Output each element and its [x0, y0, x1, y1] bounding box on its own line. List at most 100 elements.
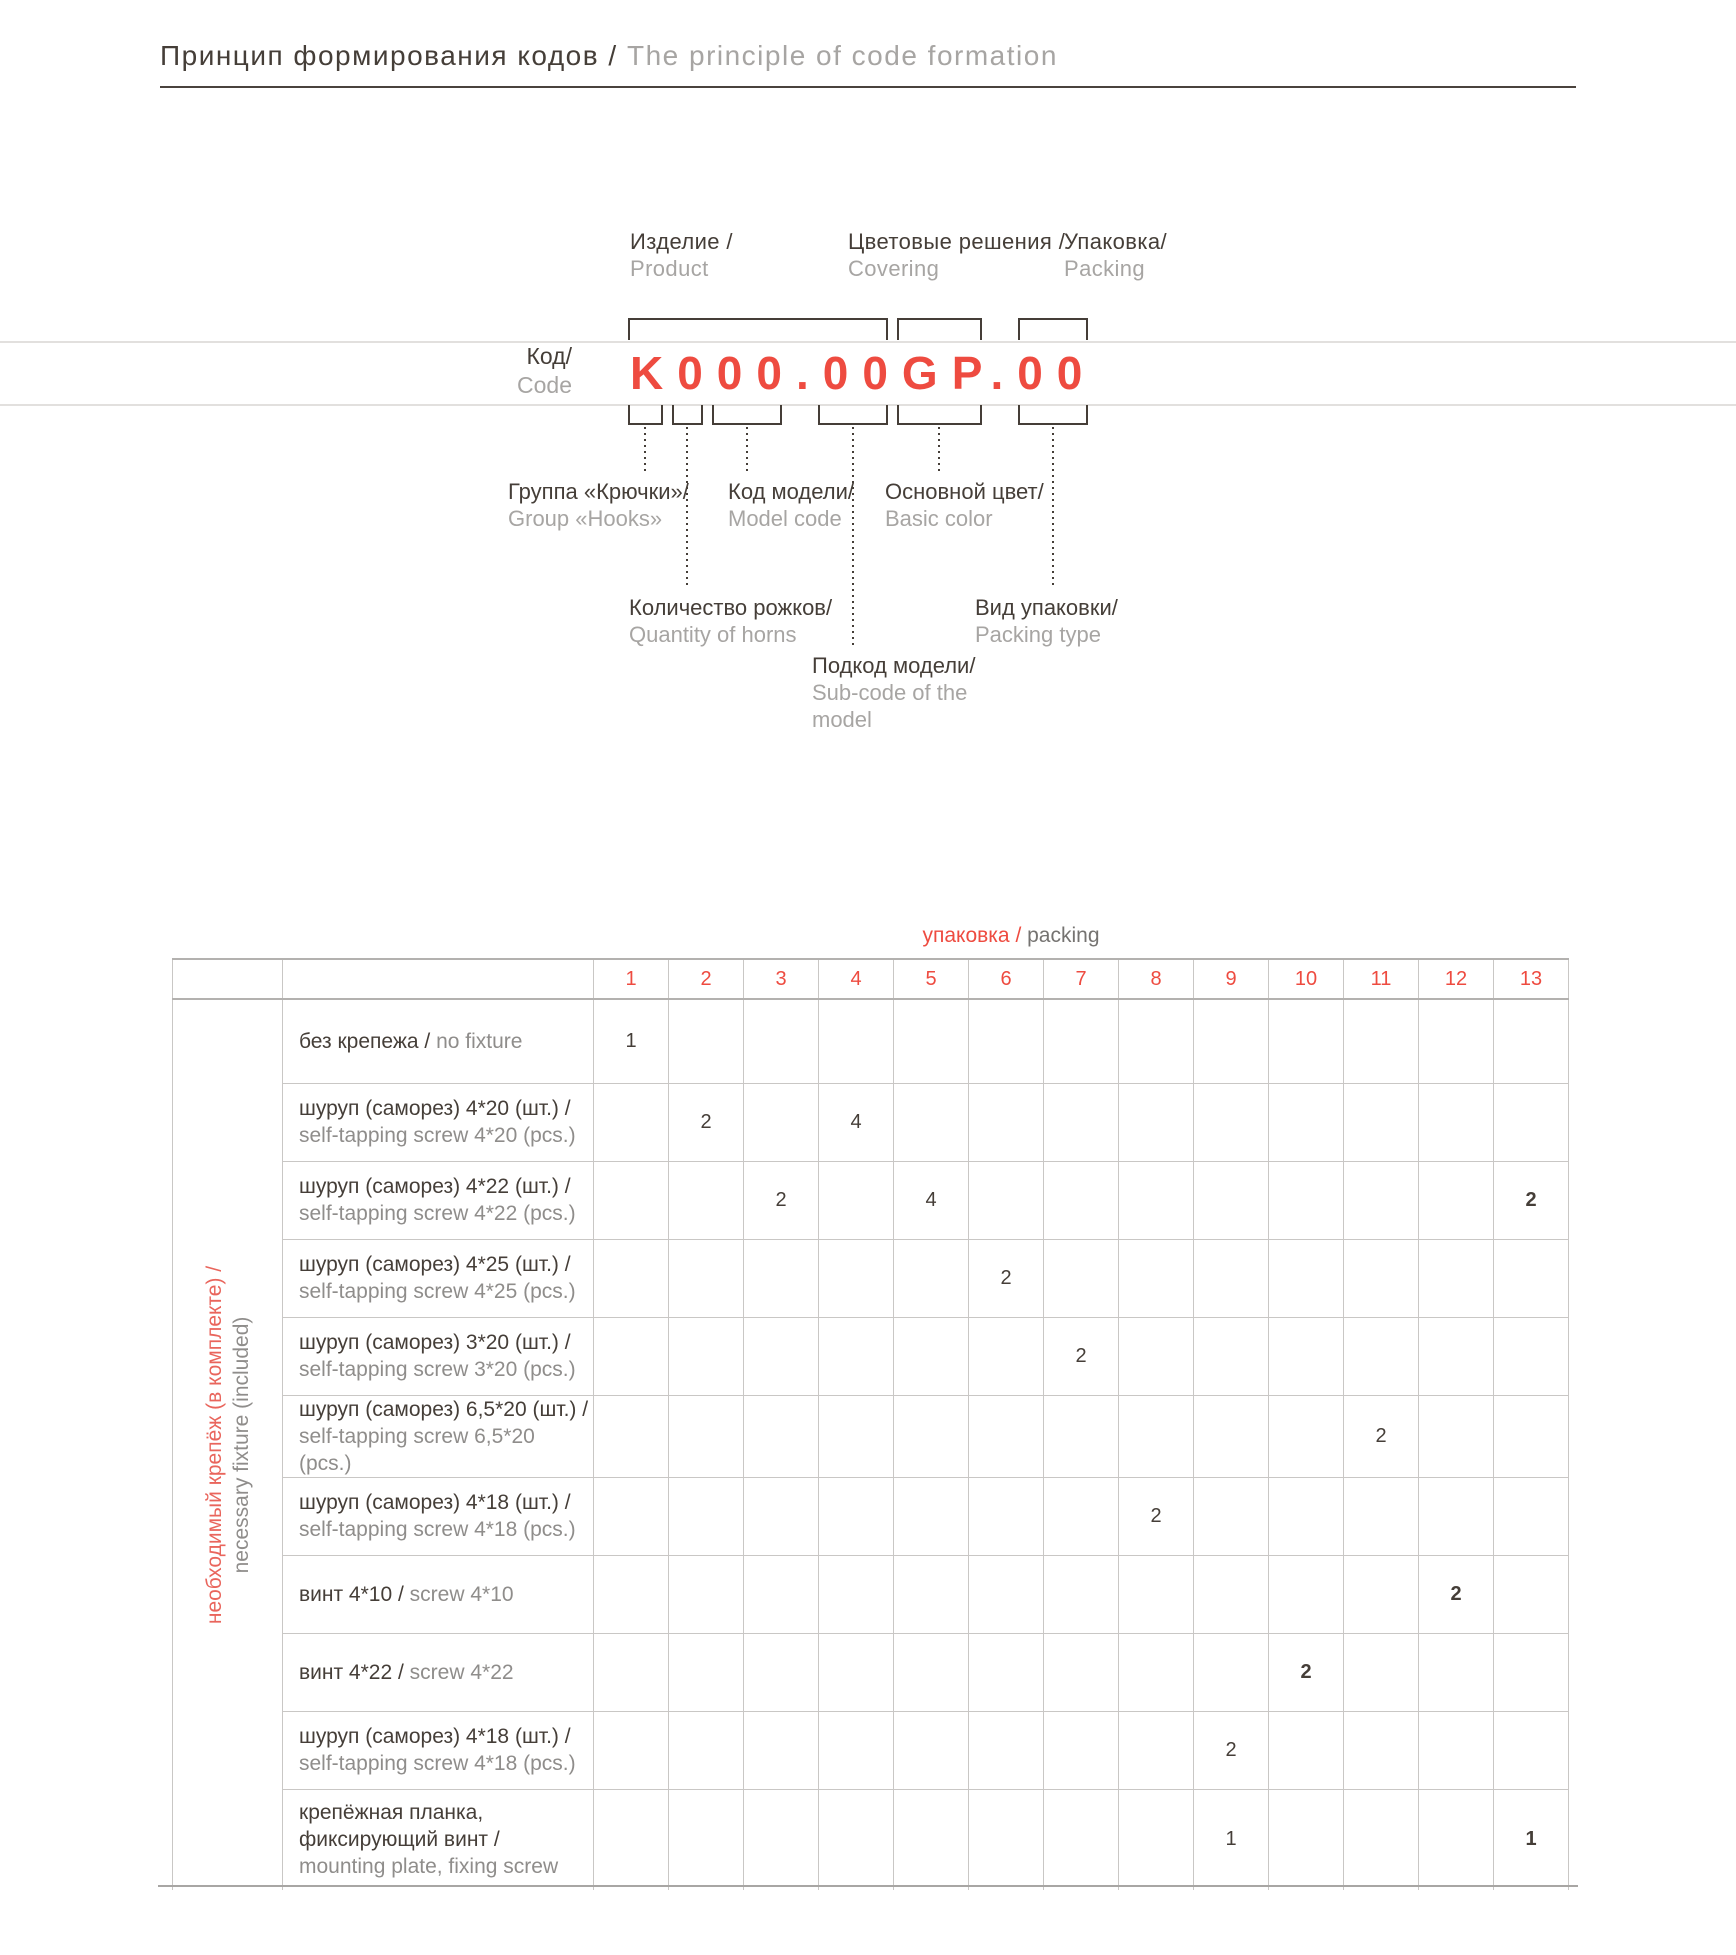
value-cell	[668, 1632, 744, 1711]
value-cell	[1193, 1160, 1269, 1239]
label-product: Изделие / Product	[630, 229, 733, 281]
row-label: крепёжная планка, фиксирующий винт / moun…	[282, 1788, 594, 1890]
table-row: шуруп (саморез) 4*25 (шт.) / self-tapping…	[173, 1238, 1569, 1317]
value-cell	[1493, 1632, 1569, 1711]
header-corner-labels	[282, 959, 594, 1000]
packing-col-header-5: 5	[893, 959, 969, 1000]
value-cell	[593, 1082, 669, 1161]
value-cell	[1343, 999, 1419, 1083]
value-cell	[1043, 1632, 1119, 1711]
value-cell: 4	[818, 1082, 894, 1161]
connector-model-code	[746, 427, 748, 472]
value-cell	[1418, 1160, 1494, 1239]
value-cell	[1493, 999, 1569, 1083]
cell-value: 2	[1525, 1188, 1537, 1211]
value-cell	[1493, 1476, 1569, 1555]
row-label: без крепежа / no fixture	[282, 999, 594, 1083]
value-cell	[818, 1476, 894, 1555]
packing-col-header-9: 9	[1193, 959, 1269, 1000]
label-basic-color: Основной цвет/ Basic color	[885, 479, 1044, 531]
value-cell: 2	[1493, 1160, 1569, 1239]
bracket-basic-color	[897, 405, 982, 425]
value-cell	[1493, 1710, 1569, 1789]
cell-value: 2	[1150, 1504, 1162, 1527]
cell-value: 2	[1000, 1266, 1012, 1289]
table-title: упаковка / packing	[922, 924, 1099, 948]
value-cell: 2	[668, 1082, 744, 1161]
value-cell	[1118, 1710, 1194, 1789]
packing-col-header-11: 11	[1343, 959, 1419, 1000]
label-quantity-horns: Количество рожков/ Quantity of horns	[629, 595, 833, 647]
cell-value: 1	[1225, 1828, 1237, 1851]
bracket-packing-type	[1018, 405, 1088, 425]
table-bottom-rule	[158, 1885, 1578, 1887]
table-row: крепёжная планка, фиксирующий винт / moun…	[173, 1788, 1569, 1890]
cell-value: 2	[1225, 1738, 1237, 1761]
value-cell: 2	[1118, 1476, 1194, 1555]
value-cell	[1493, 1082, 1569, 1161]
value-cell	[1193, 1476, 1269, 1555]
value-cell	[1043, 1160, 1119, 1239]
value-cell: 2	[743, 1160, 819, 1239]
value-cell	[1418, 1788, 1494, 1890]
value-cell	[593, 1316, 669, 1395]
value-cell	[743, 999, 819, 1083]
cell-value: 4	[925, 1188, 937, 1211]
value-cell	[1343, 1632, 1419, 1711]
value-cell	[1118, 1316, 1194, 1395]
value-cell	[743, 1710, 819, 1789]
table-row: винт 4*22 / screw 4*22 2	[173, 1632, 1569, 1711]
bracket-subcode	[818, 405, 888, 425]
cell-value: 2	[1375, 1424, 1387, 1447]
value-cell	[743, 1554, 819, 1633]
value-cell	[1118, 999, 1194, 1083]
bracket-horns	[672, 405, 703, 425]
value-cell	[743, 1476, 819, 1555]
value-cell	[1043, 1554, 1119, 1633]
value-cell	[893, 1632, 969, 1711]
value-cell	[1043, 1476, 1119, 1555]
value-cell	[1343, 1788, 1419, 1890]
value-cell: 1	[593, 999, 669, 1083]
value-cell	[1268, 1788, 1344, 1890]
value-cell	[968, 999, 1044, 1083]
packing-col-header-10: 10	[1268, 959, 1344, 1000]
value-cell	[1268, 1160, 1344, 1239]
value-cell	[743, 1238, 819, 1317]
row-label: шуруп (саморез) 4*22 (шт.) / self-tapping…	[282, 1160, 594, 1239]
cell-value: 1	[625, 1029, 637, 1052]
row-label: шуруп (саморез) 4*18 (шт.) / self-tapping…	[282, 1476, 594, 1555]
row-label: шуруп (саморез) 3*20 (шт.) / self-tapping…	[282, 1316, 594, 1395]
cell-value: 2	[1450, 1582, 1462, 1605]
value-cell	[1268, 1238, 1344, 1317]
rule-code-bottom	[0, 404, 1736, 406]
value-cell	[1193, 1238, 1269, 1317]
bracket-packing	[1018, 318, 1088, 340]
value-cell	[818, 1554, 894, 1633]
connector-basic-color	[938, 427, 940, 472]
table-row: шуруп (саморез) 4*22 (шт.) / self-tapping…	[173, 1160, 1569, 1239]
value-cell	[968, 1476, 1044, 1555]
bracket-group	[628, 405, 663, 425]
value-cell	[1418, 1394, 1494, 1477]
value-cell	[743, 1394, 819, 1477]
packing-col-header-3: 3	[743, 959, 819, 1000]
value-cell	[968, 1316, 1044, 1395]
label-subcode: Подкод модели/ Sub-code of the model	[812, 653, 976, 732]
table-row: шуруп (саморез) 6,5*20 (шт.) / self-tappi…	[173, 1394, 1569, 1477]
value-cell	[893, 1238, 969, 1317]
value-cell	[1493, 1554, 1569, 1633]
rule-code-top	[0, 341, 1736, 343]
value-cell	[593, 1554, 669, 1633]
packing-col-header-8: 8	[1118, 959, 1194, 1000]
value-cell	[668, 1788, 744, 1890]
value-cell	[593, 1710, 669, 1789]
connector-packing-type	[1052, 427, 1054, 588]
packing-col-header-4: 4	[818, 959, 894, 1000]
row-label: шуруп (саморез) 4*18 (шт.) / self-tapping…	[282, 1710, 594, 1789]
value-cell: 2	[1268, 1632, 1344, 1711]
value-cell	[1343, 1082, 1419, 1161]
value-cell	[818, 999, 894, 1083]
product-code: K000.00GP.00	[630, 347, 1097, 399]
